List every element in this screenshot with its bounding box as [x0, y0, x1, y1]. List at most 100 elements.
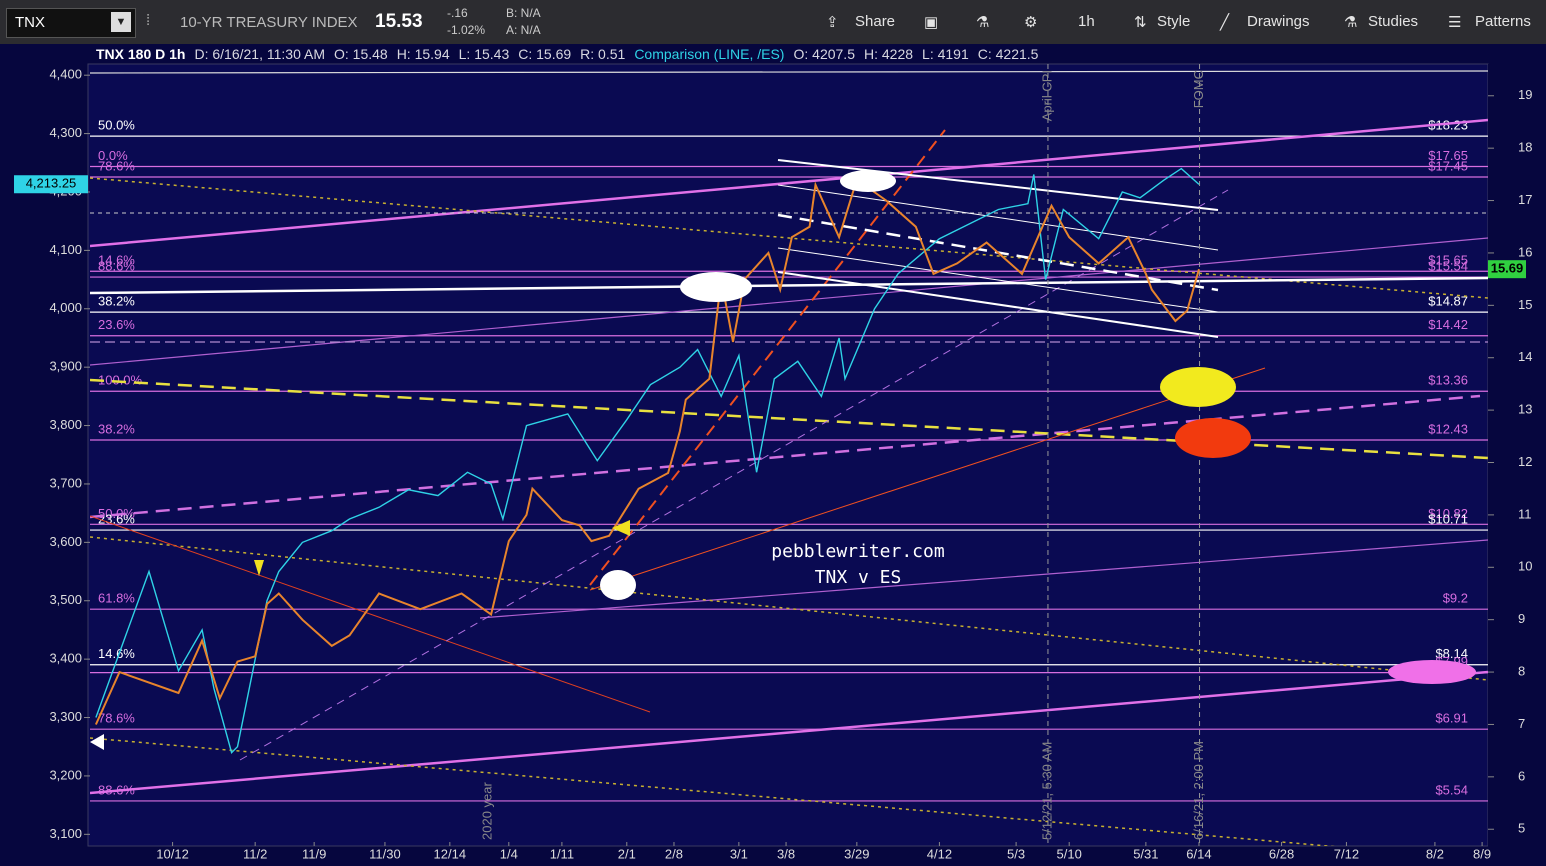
- level-label: $9.2: [1443, 591, 1468, 606]
- y2-tick-label: 7: [1518, 716, 1525, 731]
- level-pct-label: 88.6%: [98, 258, 135, 273]
- ask: A: N/A: [506, 23, 541, 37]
- y2-tick-label: 11: [1518, 506, 1532, 521]
- gear-icon[interactable]: ⚙: [1024, 14, 1038, 31]
- x-tick-label: 3/8: [777, 846, 795, 861]
- trend-line: [90, 536, 1488, 681]
- x-tick-label: 1/11: [550, 846, 574, 861]
- y2-tick-label: 8: [1518, 664, 1525, 679]
- patterns-icon[interactable]: ☰: [1448, 14, 1462, 31]
- level-label: $6.91: [1435, 711, 1468, 726]
- watermark: pebblewriter.com: [771, 541, 944, 562]
- layout-icon[interactable]: ▣: [924, 14, 939, 31]
- price-tag-label: 4,213.25: [26, 176, 77, 191]
- level-pct-label: 100.0%: [98, 373, 143, 388]
- y-tick-label: 4,000: [49, 300, 82, 315]
- header-item: H: 4228: [863, 46, 914, 62]
- trend-line: [589, 367, 1266, 591]
- level-label: $12.43: [1428, 421, 1468, 436]
- series-line: [95, 167, 1200, 754]
- y2-tick-label: 15: [1518, 297, 1532, 312]
- x-tick-label: 6/28: [1269, 846, 1294, 861]
- y-tick-label: 3,900: [49, 359, 82, 374]
- arrow: [612, 520, 630, 536]
- y-tick-label: 3,500: [49, 592, 82, 607]
- patterns-button[interactable]: Patterns: [1475, 13, 1531, 30]
- trend-line: [90, 70, 1488, 74]
- share-icon[interactable]: ⇪: [826, 14, 839, 31]
- x-tick-label: 2/8: [665, 846, 683, 861]
- level-label: $13.36: [1428, 373, 1468, 388]
- y-tick-label: 3,700: [49, 475, 82, 490]
- share-button[interactable]: Share: [855, 13, 896, 30]
- drawings-icon[interactable]: ╱: [1220, 14, 1230, 31]
- dropdown[interactable]: ▼: [111, 12, 131, 32]
- style-icon[interactable]: ⇅: [1134, 14, 1147, 31]
- header-item: O: 4207.5: [793, 46, 855, 62]
- watermark: TNX v ES: [815, 567, 902, 588]
- header-item: C: 4221.5: [977, 46, 1039, 62]
- channel-line: [777, 159, 1219, 211]
- symbol-box[interactable]: TNX ▼: [6, 8, 136, 38]
- level-label: $10.82: [1428, 506, 1468, 521]
- trend-line: [90, 515, 651, 713]
- change-pct: -1.02%: [447, 23, 486, 37]
- ellipse: [600, 570, 636, 600]
- level-pct-label: 78.6%: [98, 711, 135, 726]
- trend-line: [90, 737, 1337, 846]
- toolbar: TNX ▼ ⁞ 10-YR TREASURY INDEX 15.53 -.16 …: [0, 0, 1546, 44]
- trend-line: [90, 237, 1488, 366]
- y-tick-label: 3,100: [49, 826, 82, 841]
- y2-tick-label: 9: [1518, 611, 1525, 626]
- x-tick-label: 3/29: [844, 846, 869, 861]
- header-item: C: 15.69: [518, 46, 572, 62]
- y2-tick-label: 12: [1518, 454, 1532, 469]
- studies-icon[interactable]: ⚗: [1344, 14, 1358, 31]
- event-label: 5/12/21, 5:30 AM: [1039, 742, 1054, 840]
- ellipse: [1388, 660, 1476, 684]
- right-axis: [1488, 64, 1546, 866]
- x-tick-label: 5/3: [1007, 846, 1025, 861]
- drawings-button[interactable]: Drawings: [1247, 13, 1310, 30]
- description: 10-YR TREASURY INDEX: [180, 14, 358, 31]
- y-tick-label: 3,600: [49, 534, 82, 549]
- y-tick-label: 4,300: [49, 125, 82, 140]
- header-item: D: 6/16/21, 11:30 AM: [194, 46, 325, 62]
- x-tick-label: 8/2: [1426, 846, 1444, 861]
- level-pct-label: 14.6%: [98, 646, 135, 661]
- header-item: TNX 180 D 1h: [96, 46, 186, 62]
- ellipse: [1175, 418, 1251, 458]
- level-pct-label: 61.8%: [98, 591, 135, 606]
- flask-icon[interactable]: ⚗: [976, 14, 990, 31]
- price-tag: [14, 175, 88, 194]
- x-tick-label: 5/31: [1133, 846, 1158, 861]
- highlights: [90, 170, 1476, 750]
- last: 15.53: [375, 11, 423, 32]
- symbol: TNX: [15, 14, 45, 31]
- trend-line: [589, 129, 946, 586]
- channel-line: [777, 271, 1219, 338]
- ellipse: [680, 272, 752, 302]
- studies-button[interactable]: Studies: [1368, 13, 1419, 30]
- change: -.16: [447, 6, 468, 20]
- y2-tick-label: 19: [1518, 87, 1532, 102]
- y-tick-label: 3,400: [49, 651, 82, 666]
- x-tick-label: 3/1: [730, 846, 748, 861]
- link-icon[interactable]: ⁞: [146, 12, 151, 29]
- level-label: $8.14: [1435, 646, 1468, 661]
- y-tick-label: 3,300: [49, 709, 82, 724]
- event-label: 2020 year: [480, 782, 495, 840]
- level-label: $18.23: [1428, 118, 1468, 133]
- trend-line: [90, 177, 1488, 299]
- level-pct-label: 50.0%: [98, 506, 135, 521]
- trend-line: [90, 394, 1481, 519]
- level-label: $15.65: [1428, 253, 1468, 268]
- style-button[interactable]: Style: [1157, 13, 1191, 30]
- timeframe-button[interactable]: 1h: [1078, 13, 1095, 30]
- plot-area: [87, 63, 1489, 847]
- y-tick-label: 4,400: [49, 67, 82, 82]
- y2-tick-label: 5: [1518, 821, 1525, 836]
- x-tick-label: 5/10: [1057, 846, 1082, 861]
- level-pct-label: 23.6%: [98, 317, 135, 332]
